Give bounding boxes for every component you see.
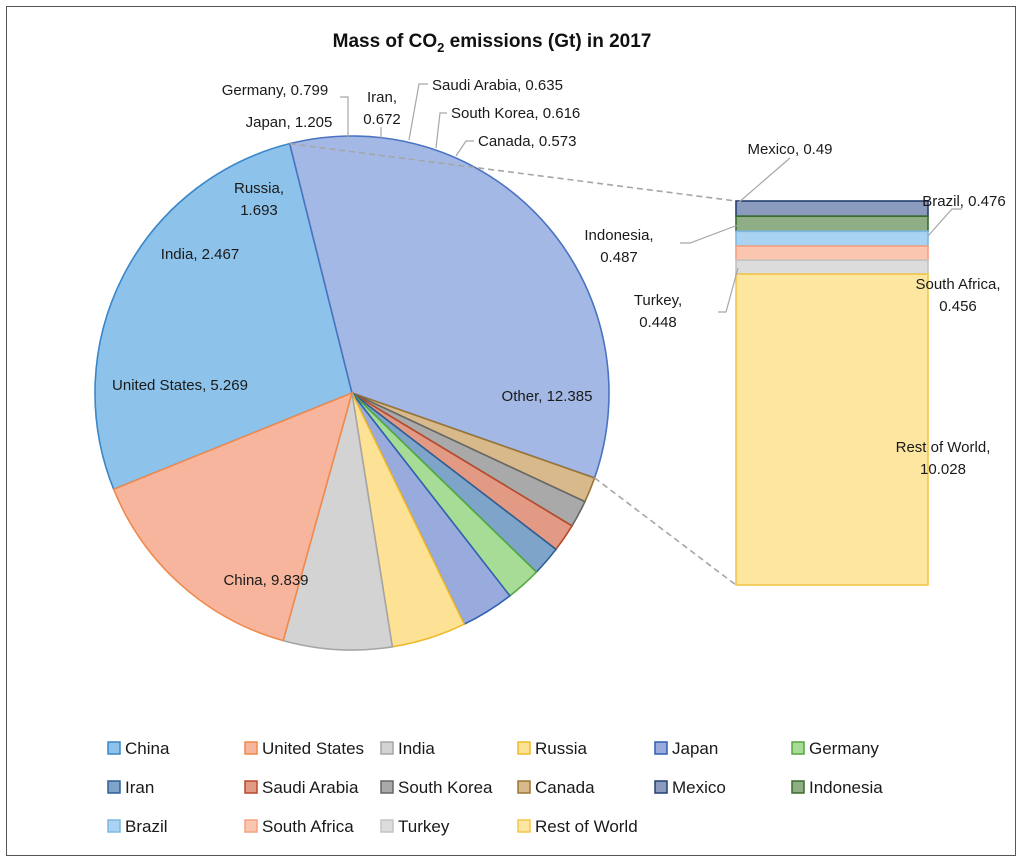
data-label-south-africa: South Africa, 0.456 — [915, 276, 1000, 315]
data-label-south-korea: South Korea, 0.616 — [451, 105, 580, 122]
bar-segment-south-africa — [735, 245, 929, 261]
data-label-rest-of-world: Rest of World, 10.028 — [896, 439, 991, 478]
legend-swatch-rest-of-world — [517, 819, 531, 833]
leader-line-brazil — [927, 208, 962, 237]
legend-label-saudi-arabia: Saudi Arabia — [262, 778, 359, 797]
legend-label-south-korea: South Korea — [398, 778, 493, 797]
leader-line-saudi-arabia — [408, 83, 428, 141]
legend-label-united-states: United States — [262, 739, 364, 758]
leader-line-mexico — [737, 157, 791, 204]
data-label-china: China, 9.839 — [223, 572, 308, 589]
data-label-iran: Iran, 0.672 — [363, 89, 401, 128]
leader-line-south-korea — [435, 112, 447, 149]
legend-swatch-india — [380, 741, 394, 755]
data-label-turkey: Turkey, 0.448 — [634, 292, 682, 331]
legend-label-iran: Iran — [125, 778, 154, 797]
legend-swatch-indonesia — [791, 780, 805, 794]
leader-line-canada — [455, 140, 474, 157]
chart-title: Mass of CO2 emissions (Gt) in 2017 — [333, 31, 652, 55]
data-label-germany: Germany, 0.799 — [222, 82, 328, 99]
leader-lines — [340, 83, 962, 313]
legend-label-mexico: Mexico — [672, 778, 726, 797]
legend: China United States India Russia Japan German… — [107, 739, 883, 836]
legend-swatch-brazil — [107, 819, 121, 833]
leader-line-germany — [340, 96, 349, 137]
connector-line-bottom — [594, 477, 737, 586]
legend-label-japan: Japan — [672, 739, 718, 758]
pie-slice-united-states — [112, 391, 354, 642]
legend-label-turkey: Turkey — [398, 817, 450, 836]
bar-segment-indonesia — [735, 215, 929, 233]
data-labels: China, 9.839 Other, 12.385 United States, … — [112, 77, 1006, 589]
pie-slice-india — [282, 392, 394, 651]
data-label-russia: Russia, 1.693 — [234, 180, 284, 219]
data-label-japan: Japan, 1.205 — [246, 114, 333, 131]
data-label-other: Other, 12.385 — [502, 388, 593, 405]
data-label-mexico: Mexico, 0.49 — [747, 141, 832, 158]
data-label-united-states: United States, 5.269 — [112, 377, 248, 394]
leader-line-indonesia — [680, 224, 739, 244]
bar-segment-turkey — [735, 259, 929, 275]
connector-line-top — [289, 142, 737, 202]
bar-segment-mexico — [735, 200, 929, 217]
leader-line-turkey — [718, 267, 739, 313]
legend-swatch-south-africa — [244, 819, 258, 833]
pie-slice-china — [94, 142, 353, 491]
legend-label-canada: Canada — [535, 778, 595, 797]
legend-swatch-united-states — [244, 741, 258, 755]
legend-swatch-china — [107, 741, 121, 755]
chart-title-subscript: 2 — [437, 40, 444, 55]
legend-swatch-saudi-arabia — [244, 780, 258, 794]
pie — [94, 135, 610, 651]
data-label-canada: Canada, 0.573 — [478, 133, 576, 150]
data-label-indonesia: Indonesia, 0.487 — [584, 227, 653, 266]
legend-label-china: China — [125, 739, 170, 758]
legend-swatch-canada — [517, 780, 531, 794]
legend-swatch-mexico — [654, 780, 668, 794]
legend-swatch-turkey — [380, 819, 394, 833]
legend-label-brazil: Brazil — [125, 817, 168, 836]
legend-label-russia: Russia — [535, 739, 588, 758]
chart-title-main: Mass of CO — [333, 31, 438, 52]
legend-label-india: India — [398, 739, 435, 758]
pie-slice-other — [288, 135, 610, 479]
legend-swatch-germany — [791, 741, 805, 755]
bar-segment-rest-of-world — [735, 273, 929, 586]
data-label-saudi-arabia: Saudi Arabia, 0.635 — [432, 77, 563, 94]
data-label-india: India, 2.467 — [161, 246, 239, 263]
stacked-bar — [735, 200, 929, 586]
bar-segment-brazil — [735, 230, 929, 247]
legend-label-germany: Germany — [809, 739, 879, 758]
legend-label-indonesia: Indonesia — [809, 778, 883, 797]
legend-swatch-iran — [107, 780, 121, 794]
legend-swatch-south-korea — [380, 780, 394, 794]
legend-label-rest-of-world: Rest of World — [535, 817, 638, 836]
legend-swatch-russia — [517, 741, 531, 755]
legend-label-south-africa: South Africa — [262, 817, 354, 836]
chart-title-rest: emissions (Gt) in 2017 — [444, 31, 651, 52]
legend-swatch-japan — [654, 741, 668, 755]
data-label-brazil: Brazil, 0.476 — [922, 193, 1005, 210]
pie-bar-connectors — [289, 142, 737, 586]
